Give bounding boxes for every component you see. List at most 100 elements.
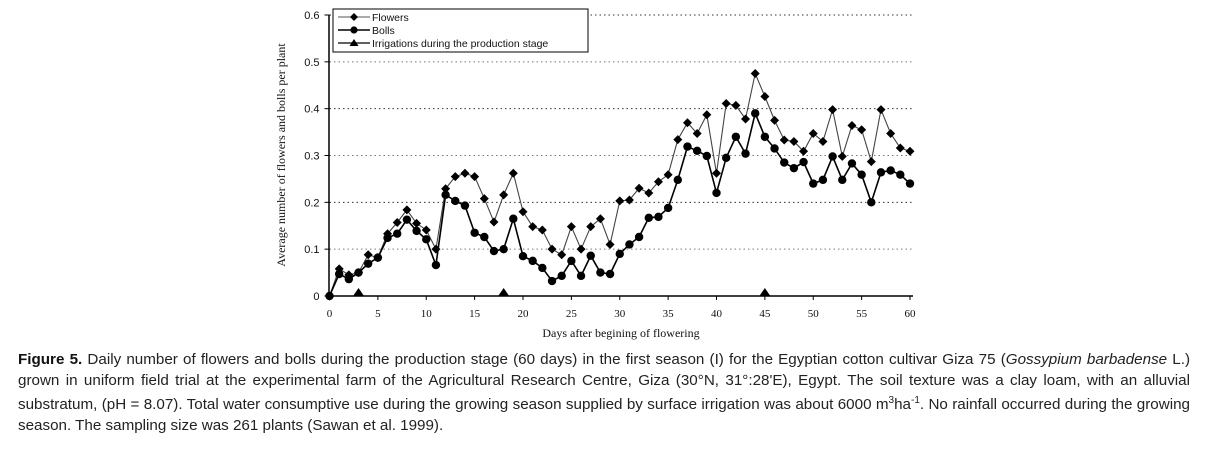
- bolls-point: [721, 153, 731, 163]
- caption-sup-2: -1: [910, 395, 920, 406]
- x-tick-label: 40: [711, 308, 723, 320]
- bolls-point: [412, 226, 421, 236]
- caption-label: Figure 5.: [18, 351, 83, 368]
- bolls-point: [431, 260, 441, 270]
- flowers-point: [789, 136, 799, 146]
- caption-sup-1: 3: [888, 395, 895, 406]
- x-ticks: 0 5 10 15 20 25 30 35 40 45 50 55 60: [327, 296, 916, 320]
- flowers-point: [499, 190, 509, 200]
- legend-flowers-label: Flowers: [372, 12, 409, 24]
- flowers-point: [489, 217, 499, 227]
- irrigation-marker: [759, 288, 771, 296]
- bolls-point: [567, 256, 576, 266]
- figure-caption: Figure 5. Daily number of flowers and bo…: [18, 350, 1190, 436]
- flowers-line: [328, 71, 911, 297]
- x-tick-label: 5: [375, 308, 381, 320]
- flowers-point: [866, 157, 876, 167]
- flowers-point: [857, 125, 867, 135]
- flowers-point: [421, 225, 431, 235]
- bolls-point: [789, 163, 799, 173]
- caption-text-3: ha: [894, 396, 911, 414]
- flowers-point: [576, 244, 586, 254]
- bolls-point: [451, 196, 460, 206]
- bolls-point: [780, 158, 789, 167]
- y-tick-label: 0.1: [304, 244, 319, 256]
- bolls-point: [741, 149, 750, 158]
- flowers-point: [363, 250, 373, 260]
- flowers-point: [586, 222, 596, 232]
- bolls-point: [702, 151, 712, 161]
- bolls-point: [480, 232, 489, 242]
- irrigation-marker: [353, 288, 365, 296]
- flowers-point: [460, 168, 470, 178]
- bolls-point: [867, 198, 876, 207]
- bolls-point: [799, 157, 808, 167]
- flowers-point: [653, 177, 663, 187]
- series-irrigations: [353, 288, 771, 296]
- legend-irrigations-marker: [349, 39, 359, 46]
- x-axis-title: Days after begining of flowering: [542, 326, 699, 340]
- bolls-point: [644, 213, 653, 222]
- x-tick-label: 25: [566, 308, 578, 320]
- bolls-point: [509, 214, 518, 223]
- bolls-point: [334, 269, 344, 279]
- y-tick-label: 0.3: [304, 151, 319, 163]
- bolls-point: [538, 263, 547, 273]
- bolls-point: [673, 175, 682, 185]
- bolls-point: [896, 170, 905, 179]
- legend-flowers-marker: [350, 13, 358, 21]
- x-tick-label: 60: [905, 308, 917, 320]
- bolls-point: [615, 249, 624, 259]
- bolls-point: [663, 203, 673, 213]
- x-tick-label: 30: [614, 308, 626, 320]
- caption-species: Gossypium barbadense: [1005, 351, 1168, 368]
- y-tick-label: 0.5: [304, 57, 319, 69]
- legend-bolls-label: Bolls: [372, 25, 395, 37]
- flowers-point: [682, 118, 692, 128]
- flowers-point: [537, 225, 547, 235]
- bolls-point: [847, 159, 857, 168]
- bolls-point: [402, 215, 412, 224]
- bolls-point: [499, 244, 508, 254]
- bolls-point: [654, 212, 663, 222]
- flowers-point: [566, 222, 576, 232]
- bolls-point: [373, 253, 383, 262]
- x-tick-label: 10: [421, 308, 433, 320]
- flowers-point: [741, 114, 751, 124]
- x-tick-label: 20: [518, 308, 530, 320]
- flowers-point: [402, 205, 412, 215]
- x-tick-label: 55: [856, 308, 868, 320]
- flowers-point: [595, 214, 605, 224]
- bolls-point: [828, 152, 837, 161]
- bolls-point: [634, 232, 644, 242]
- bolls-point: [770, 144, 779, 153]
- bolls-point: [422, 235, 431, 244]
- bolls-point: [460, 201, 470, 210]
- x-tick-label: 35: [663, 308, 675, 320]
- y-tick-label: 0.2: [304, 197, 319, 209]
- caption-text-1: Daily number of flowers and bolls during…: [82, 351, 1006, 368]
- flowers-point: [508, 168, 518, 178]
- flowers-point: [673, 135, 683, 145]
- flowers-point: [479, 194, 489, 204]
- flowers-point: [799, 146, 809, 156]
- bolls-point: [818, 175, 828, 185]
- irrigation-marker: [498, 288, 510, 296]
- bolls-point: [364, 259, 373, 268]
- gridlines: [329, 14, 913, 250]
- flowers-point: [770, 115, 780, 125]
- series-flowers: [325, 69, 915, 301]
- bolls-point: [354, 268, 363, 277]
- flowers-point: [702, 110, 712, 120]
- bolls-point: [809, 179, 818, 188]
- bolls-point: [760, 132, 770, 141]
- bolls-point: [905, 179, 915, 188]
- bolls-point: [857, 170, 866, 179]
- flowers-point: [828, 105, 838, 115]
- legend-irrigations-label: Irrigations during the production stage: [372, 38, 548, 50]
- legend-box: [332, 8, 589, 53]
- bolls-point: [586, 251, 595, 260]
- bolls-point: [838, 175, 847, 185]
- flowers-point: [518, 207, 528, 217]
- flowers-point: [712, 168, 721, 178]
